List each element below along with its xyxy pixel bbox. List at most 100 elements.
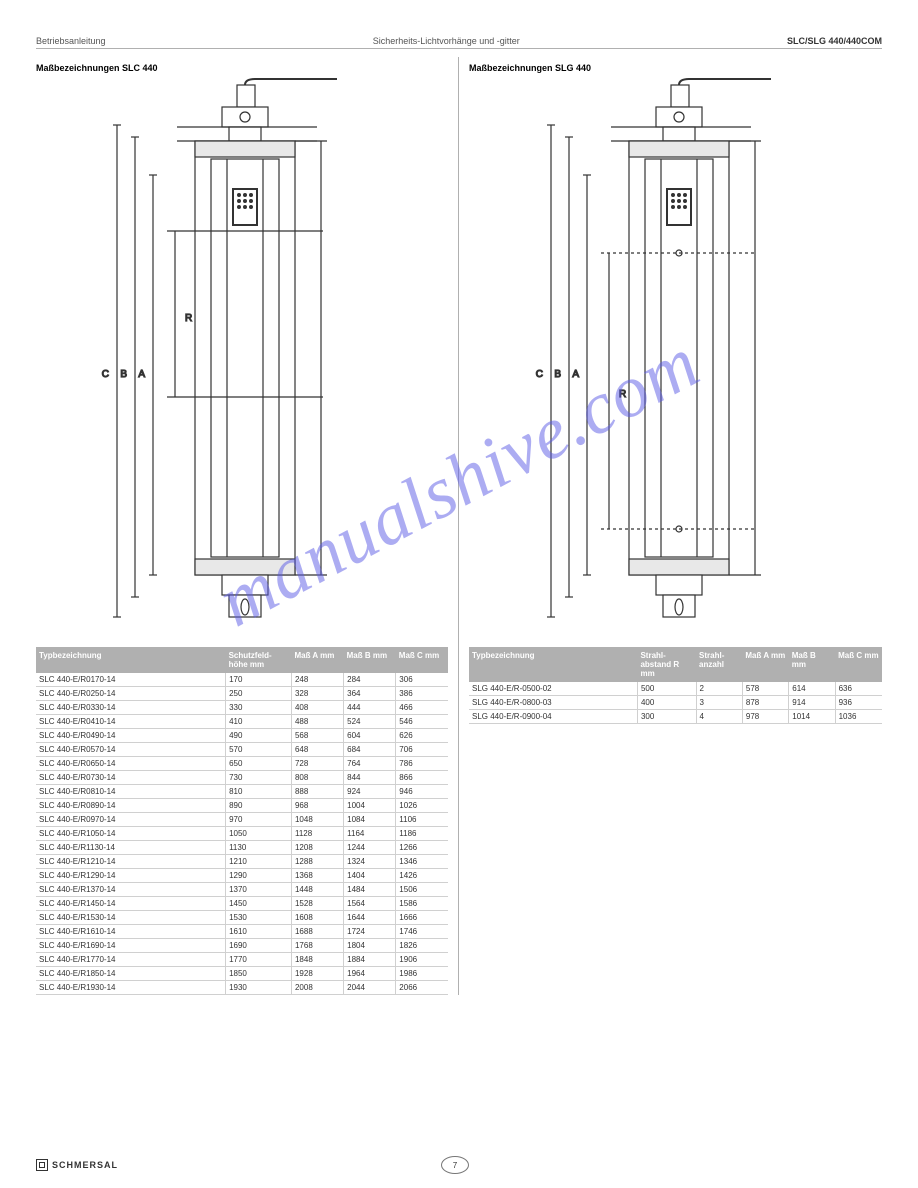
table-row: SLC 440-E/R1210-141210128813241346 xyxy=(36,855,448,869)
page: Betriebsanleitung Sicherheits-Lichtvorhä… xyxy=(0,0,918,1188)
table-cell: 578 xyxy=(742,682,788,696)
col-header: Maß C mm xyxy=(396,647,448,673)
table-cell: 1368 xyxy=(291,869,343,883)
table-row: SLC 440-E/R1530-141530160816441666 xyxy=(36,911,448,925)
table-cell: SLC 440-E/R0250-14 xyxy=(36,687,226,701)
table-header-row: Typbezeichnung Strahl-abstand R mm Strah… xyxy=(469,647,882,682)
table-cell: SLC 440-E/R0490-14 xyxy=(36,729,226,743)
header-center: Sicherheits-Lichtvorhänge und -gitter xyxy=(373,36,520,46)
table-cell: 444 xyxy=(344,701,396,715)
table-cell: SLC 440-E/R0410-14 xyxy=(36,715,226,729)
table-cell: 490 xyxy=(226,729,292,743)
table-cell: 970 xyxy=(226,813,292,827)
table-cell: SLC 440-E/R1530-14 xyxy=(36,911,226,925)
table-cell: 1850 xyxy=(226,967,292,981)
table-cell: 2066 xyxy=(396,981,448,995)
table-cell: 330 xyxy=(226,701,292,715)
table-cell: 2044 xyxy=(344,981,396,995)
table-cell: SLC 440-E/R1290-14 xyxy=(36,869,226,883)
table-cell: 1084 xyxy=(344,813,396,827)
table-cell: 1050 xyxy=(226,827,292,841)
page-number-badge: 7 xyxy=(441,1156,469,1174)
table-cell: 1266 xyxy=(396,841,448,855)
two-column-layout: Maßbezeichnungen SLC 440 C B A xyxy=(36,57,882,995)
table-cell: 1186 xyxy=(396,827,448,841)
table-cell: 1506 xyxy=(396,883,448,897)
table-cell: 1610 xyxy=(226,925,292,939)
table-header-row: Typbezeichnung Schutzfeld-höhe mm Maß A … xyxy=(36,647,448,673)
table-cell: 1964 xyxy=(344,967,396,981)
table-row: SLC 440-E/R1050-141050112811641186 xyxy=(36,827,448,841)
table-cell: 1026 xyxy=(396,799,448,813)
table-cell: 3 xyxy=(696,696,742,710)
table-cell: 1450 xyxy=(226,897,292,911)
svg-text:R: R xyxy=(619,389,626,400)
left-diagram-title: Maßbezeichnungen SLC 440 xyxy=(36,63,448,73)
table-cell: 1484 xyxy=(344,883,396,897)
table-cell: 1690 xyxy=(226,939,292,953)
table-row: SLG 440-E/R-0800-034003878914936 xyxy=(469,696,882,710)
table-cell: 1770 xyxy=(226,953,292,967)
table-cell: 1986 xyxy=(396,967,448,981)
footer-logo: SCHMERSAL xyxy=(36,1159,118,1171)
table-cell: 1530 xyxy=(226,911,292,925)
table-cell: 1128 xyxy=(291,827,343,841)
table-cell: 844 xyxy=(344,771,396,785)
table-cell: 978 xyxy=(742,710,788,724)
table-cell: 500 xyxy=(637,682,696,696)
table-cell: SLC 440-E/R1850-14 xyxy=(36,967,226,981)
table-cell: 300 xyxy=(637,710,696,724)
table-cell: 1324 xyxy=(344,855,396,869)
table-row: SLC 440-E/R1370-141370144814841506 xyxy=(36,883,448,897)
table-cell: SLC 440-E/R0810-14 xyxy=(36,785,226,799)
table-row: SLC 440-E/R0970-14970104810841106 xyxy=(36,813,448,827)
table-row: SLC 440-E/R0170-14170248284306 xyxy=(36,673,448,687)
table-cell: SLC 440-E/R0890-14 xyxy=(36,799,226,813)
table-cell: SLC 440-E/R1130-14 xyxy=(36,841,226,855)
table-cell: 1014 xyxy=(789,710,835,724)
col-header: Strahl-abstand R mm xyxy=(637,647,696,682)
table-row: SLC 440-E/R1610-141610168817241746 xyxy=(36,925,448,939)
table-cell: 488 xyxy=(291,715,343,729)
table-cell: 636 xyxy=(835,682,882,696)
table-cell: 1848 xyxy=(291,953,343,967)
table-cell: 1288 xyxy=(291,855,343,869)
svg-text:R: R xyxy=(185,313,192,324)
table-cell: 364 xyxy=(344,687,396,701)
table-row: SLC 440-E/R0890-1489096810041026 xyxy=(36,799,448,813)
table-row: SLC 440-E/R0330-14330408444466 xyxy=(36,701,448,715)
table-cell: 1004 xyxy=(344,799,396,813)
table-row: SLC 440-E/R0650-14650728764786 xyxy=(36,757,448,771)
svg-text:B: B xyxy=(554,369,561,380)
col-header: Maß B mm xyxy=(789,647,835,682)
table-cell: SLC 440-E/R1610-14 xyxy=(36,925,226,939)
table-cell: 1244 xyxy=(344,841,396,855)
table-cell: 1106 xyxy=(396,813,448,827)
table-cell: 410 xyxy=(226,715,292,729)
table-cell: 1928 xyxy=(291,967,343,981)
table-cell: SLC 440-E/R0170-14 xyxy=(36,673,226,687)
table-cell: 924 xyxy=(344,785,396,799)
table-cell: 764 xyxy=(344,757,396,771)
table-cell: 1528 xyxy=(291,897,343,911)
svg-text:A: A xyxy=(572,369,579,380)
table-cell: 1768 xyxy=(291,939,343,953)
right-diagram-title: Maßbezeichnungen SLG 440 xyxy=(469,63,882,73)
table-cell: SLC 440-E/R1370-14 xyxy=(36,883,226,897)
right-diagram: C B A xyxy=(511,77,841,637)
col-header: Strahl-anzahl xyxy=(696,647,742,682)
table-cell: SLC 440-E/R1210-14 xyxy=(36,855,226,869)
table-cell: 4 xyxy=(696,710,742,724)
table-cell: 568 xyxy=(291,729,343,743)
table-cell: 890 xyxy=(226,799,292,813)
header-right: SLC/SLG 440/440COM xyxy=(787,36,882,46)
left-column: Maßbezeichnungen SLC 440 C B A xyxy=(36,57,459,995)
table-cell: 1804 xyxy=(344,939,396,953)
header-left: Betriebsanleitung xyxy=(36,36,106,46)
table-cell: 914 xyxy=(789,696,835,710)
svg-text:A: A xyxy=(138,369,145,380)
table-cell: SLC 440-E/R1050-14 xyxy=(36,827,226,841)
table-row: SLC 440-E/R1130-141130120812441266 xyxy=(36,841,448,855)
table-cell: SLC 440-E/R1770-14 xyxy=(36,953,226,967)
table-row: SLC 440-E/R0730-14730808844866 xyxy=(36,771,448,785)
